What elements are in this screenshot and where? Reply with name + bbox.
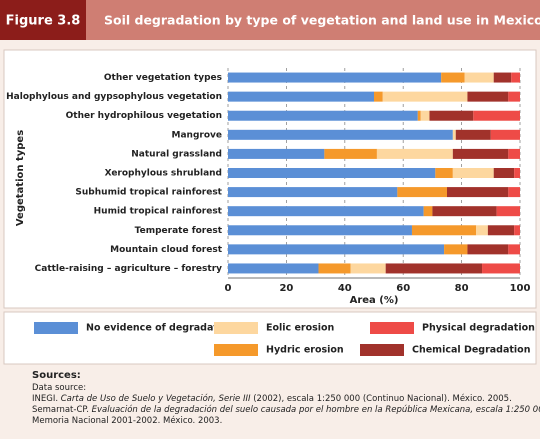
bar-segment [324, 148, 377, 159]
bar-segment [228, 206, 424, 217]
x-axis-title: Area (%) [350, 295, 399, 306]
bar-segment [350, 263, 386, 274]
source-text: Evaluación de la degradación del suelo c… [92, 404, 540, 415]
bar-segment [397, 187, 447, 198]
bar-segment [417, 110, 421, 121]
source-line: INEGI. Carta de Uso de Suelo y Vegetació… [32, 393, 512, 404]
bar-segment [467, 244, 509, 255]
bar-segment [228, 148, 325, 159]
bar-segment [514, 225, 520, 236]
legend-label: Chemical Degradation [412, 345, 531, 356]
bar-segment [432, 206, 497, 217]
bar-segment [493, 168, 515, 178]
legend-swatch [214, 322, 258, 334]
source-text: Data source: [32, 383, 86, 393]
bar-segment [228, 187, 398, 198]
bar-segment [476, 225, 488, 236]
bar-segment [464, 72, 494, 83]
legend-label: Hydric erosion [266, 345, 344, 356]
bar-segment [508, 91, 520, 102]
bar-segment [376, 148, 453, 159]
figure-label-box [0, 0, 86, 40]
y-tick-label: Temperate forest [135, 226, 223, 236]
bar-segment [473, 110, 520, 121]
figure-label: Figure 3.8 [6, 14, 81, 29]
source-text: Carta de Uso de Suelo y Vegetación, Seri… [61, 393, 251, 404]
bar-segment [228, 72, 442, 83]
bar-segment [444, 244, 468, 255]
bar-segment [228, 91, 374, 102]
y-tick-label: Mangrove [172, 130, 222, 140]
source-text: INEGI. [32, 394, 61, 404]
legend-panel [3, 311, 537, 365]
bar-segment [452, 168, 494, 178]
x-tick-label: 40 [338, 283, 352, 294]
source-line: Data source: [32, 383, 86, 393]
bar-segment [455, 129, 491, 140]
chart-title: Soil degradation by type of vegetation a… [104, 13, 540, 28]
bar-segment [511, 72, 520, 83]
y-tick-label: Mountain cloud forest [110, 245, 223, 255]
y-tick-label: Subhumid tropical rainforest [75, 188, 222, 198]
bar-segment [441, 72, 465, 83]
bar-segment [228, 129, 453, 140]
y-tick-label: Other hydrophilous vegetation [66, 111, 222, 121]
bar-segment [435, 168, 453, 178]
legend-swatch [214, 344, 258, 356]
header-band [0, 0, 540, 40]
bar-segment [228, 110, 418, 121]
bar-segment [493, 72, 512, 83]
legend-swatch [360, 344, 404, 356]
x-tick-label: 60 [396, 283, 410, 294]
y-tick-label: Xerophylous shrubland [105, 169, 222, 179]
source-text: Semarnat-CP. [32, 405, 92, 415]
bar-segment [508, 244, 520, 255]
bar-segment [429, 110, 474, 121]
y-tick-label: Cattle-raising – agriculture – forestry [35, 264, 222, 274]
bar-segment [374, 91, 383, 102]
bar-segment [228, 263, 319, 274]
legend-swatch [370, 322, 414, 334]
y-tick-label: Halophylous and gypsophylous vegetation [6, 92, 222, 102]
bar-segment [487, 225, 515, 236]
x-tick-label: 0 [225, 283, 232, 294]
legend-label: No evidence of degradation [86, 323, 235, 334]
x-tick-label: 20 [279, 283, 293, 294]
y-tick-label: Natural grassland [131, 149, 222, 159]
legend-swatch [34, 322, 78, 334]
bar-segment [385, 263, 483, 274]
bar-segment [452, 129, 456, 140]
bar-segment [228, 244, 445, 255]
y-tick-label: Other vegetation types [104, 73, 222, 83]
bar-segment [382, 91, 468, 102]
bar-segment [420, 110, 430, 121]
bar-segment [467, 91, 509, 102]
source-text: (2002), escala 1:250 000 (Continuo Nacio… [251, 393, 512, 404]
bar-segment [452, 148, 509, 159]
sources-heading: Sources: [32, 370, 81, 381]
bar-segment [447, 187, 509, 198]
x-tick-label: 100 [510, 283, 531, 294]
bar-segment [228, 168, 436, 178]
source-line: Memoria Nacional 2001-2002. México. 2003… [32, 415, 222, 426]
legend-label: Physical degradation [422, 323, 535, 334]
bar-segment [508, 187, 520, 198]
bar-segment [508, 148, 520, 159]
bar-segment [496, 206, 520, 217]
bar-segment [490, 129, 520, 140]
y-tick-label: Humid tropical rainforest [94, 207, 223, 217]
legend-label: Eolic erosion [266, 323, 335, 334]
y-axis-title: Vegetation types [15, 130, 26, 226]
bar-segment [411, 225, 477, 236]
bar-segment [318, 263, 351, 274]
x-tick-label: 80 [455, 283, 469, 294]
bar-segment [423, 206, 433, 217]
bar-segment [514, 168, 520, 178]
source-text: Memoria Nacional 2001-2002. México. 2003… [32, 415, 222, 426]
source-line: Semarnat-CP. Evaluación de la degradació… [32, 404, 540, 415]
bar-segment [482, 263, 520, 274]
bar-segment [228, 225, 412, 236]
